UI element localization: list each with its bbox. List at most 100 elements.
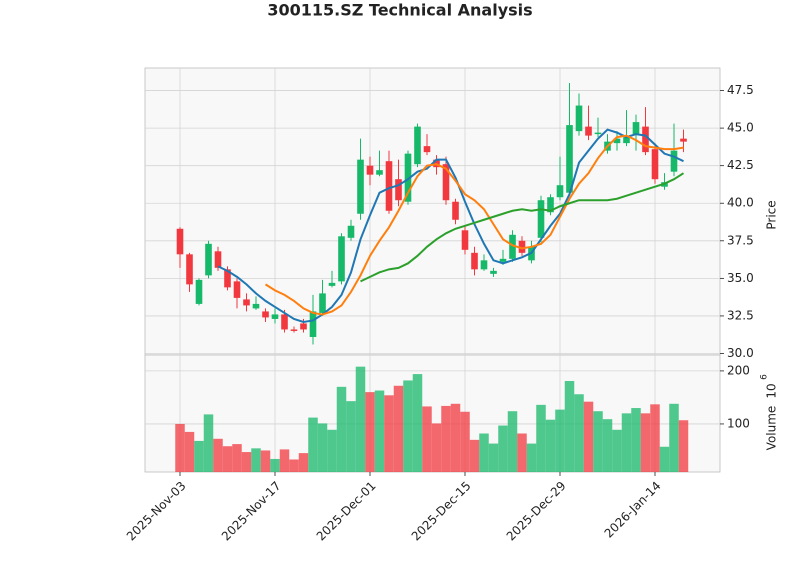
candle-body xyxy=(556,185,564,198)
volume-bar xyxy=(431,423,442,472)
y-tick-label: 200 xyxy=(727,363,750,377)
volume-bar xyxy=(488,443,499,472)
x-tick-label: 2025-Nov-17 xyxy=(219,479,284,544)
candle-body xyxy=(309,311,317,337)
y-tick-label: 32.5 xyxy=(727,308,754,322)
volume-bar xyxy=(564,380,575,472)
candle-body xyxy=(328,282,336,286)
candle-body xyxy=(376,170,383,175)
volume-bar xyxy=(422,406,432,472)
volume-bar xyxy=(403,380,413,472)
volume-bar xyxy=(203,414,214,472)
volume-bar xyxy=(621,413,632,472)
volume-bar xyxy=(213,438,223,472)
volume-bar xyxy=(241,452,252,472)
volume-bar xyxy=(175,423,185,472)
volume-bar xyxy=(317,423,328,472)
candle-body xyxy=(461,230,469,250)
volume-bar xyxy=(669,403,679,472)
candle-body xyxy=(347,225,355,238)
candle-body xyxy=(680,138,687,142)
volume-bar xyxy=(441,405,451,472)
volume-bar xyxy=(536,404,546,472)
candle-body xyxy=(594,132,602,135)
candle-body xyxy=(205,243,212,276)
volume-bar xyxy=(194,440,204,472)
moving-average-line xyxy=(264,134,684,316)
candle-body xyxy=(452,201,459,220)
volume-bar xyxy=(517,433,527,472)
candle-body xyxy=(186,254,193,285)
candle-body xyxy=(613,138,621,144)
volume-bar xyxy=(460,411,470,472)
candle-body xyxy=(243,299,250,306)
volume-bar xyxy=(374,390,385,472)
candle-body xyxy=(366,165,374,175)
candle-body xyxy=(518,240,526,253)
candle-body xyxy=(300,323,307,330)
volume-scale-base: 10 xyxy=(765,383,779,398)
candle-body xyxy=(357,159,364,214)
volume-bar xyxy=(355,366,366,472)
candle-body xyxy=(385,161,393,211)
candle-body xyxy=(262,311,269,318)
candle-body xyxy=(214,251,222,268)
volume-bar xyxy=(507,411,518,472)
volume-bar xyxy=(574,394,584,472)
volume-bar xyxy=(384,395,394,472)
candle-body xyxy=(423,146,431,153)
volume-bar xyxy=(583,401,594,472)
candle-body xyxy=(471,252,478,270)
candle-body xyxy=(395,179,402,201)
candle-body xyxy=(575,105,583,132)
y-tick-label: 40.0 xyxy=(727,196,754,210)
candle-body xyxy=(195,279,203,304)
x-tick-label: 2025-Dec-15 xyxy=(409,479,474,544)
volume-bar xyxy=(498,425,508,472)
candle-body xyxy=(566,125,573,193)
y-tick-label: 35.0 xyxy=(727,271,754,285)
volume-bar xyxy=(659,446,670,472)
volume-bar xyxy=(298,453,309,472)
candle-body xyxy=(281,314,288,330)
volume-bar xyxy=(308,417,318,472)
chart-title: 300115.SZ Technical Analysis xyxy=(267,1,532,20)
volume-bar xyxy=(184,431,195,472)
candle-body xyxy=(670,150,678,172)
y-tick-label: 47.5 xyxy=(727,83,754,97)
candle-body xyxy=(585,126,592,136)
y-tick-label: 45.0 xyxy=(727,121,754,135)
candle-body xyxy=(319,293,326,313)
volume-bar xyxy=(469,439,480,472)
candle-body xyxy=(404,153,412,202)
volume-bar xyxy=(260,450,271,472)
price-axis-label: Price xyxy=(765,200,779,229)
volume-bar xyxy=(526,443,537,472)
x-tick-label: 2026-Jan-14 xyxy=(602,479,664,541)
volume-bar xyxy=(555,409,565,472)
candle-body xyxy=(480,260,488,270)
volume-bar xyxy=(650,404,660,472)
candle-body xyxy=(499,258,507,262)
volume-bar xyxy=(251,448,261,472)
candle-body xyxy=(490,270,497,274)
candle-body xyxy=(252,303,260,309)
volume-bar xyxy=(678,420,689,472)
candle-body xyxy=(642,126,649,153)
volume-bar xyxy=(336,386,347,472)
y-tick-label: 37.5 xyxy=(727,233,754,247)
volume-bar xyxy=(393,385,404,472)
volume-bar xyxy=(279,449,290,472)
candle-body xyxy=(338,236,345,282)
y-tick-label: 100 xyxy=(727,416,750,430)
volume-bar xyxy=(545,419,556,472)
volume-bar xyxy=(640,413,651,472)
candle-body xyxy=(290,329,298,331)
volume-bar xyxy=(327,429,337,472)
price-panel xyxy=(144,67,721,356)
y-tick-label: 30.0 xyxy=(727,346,754,360)
volume-bar xyxy=(412,374,423,472)
volume-bar xyxy=(222,446,233,472)
volume-bar xyxy=(450,403,461,472)
